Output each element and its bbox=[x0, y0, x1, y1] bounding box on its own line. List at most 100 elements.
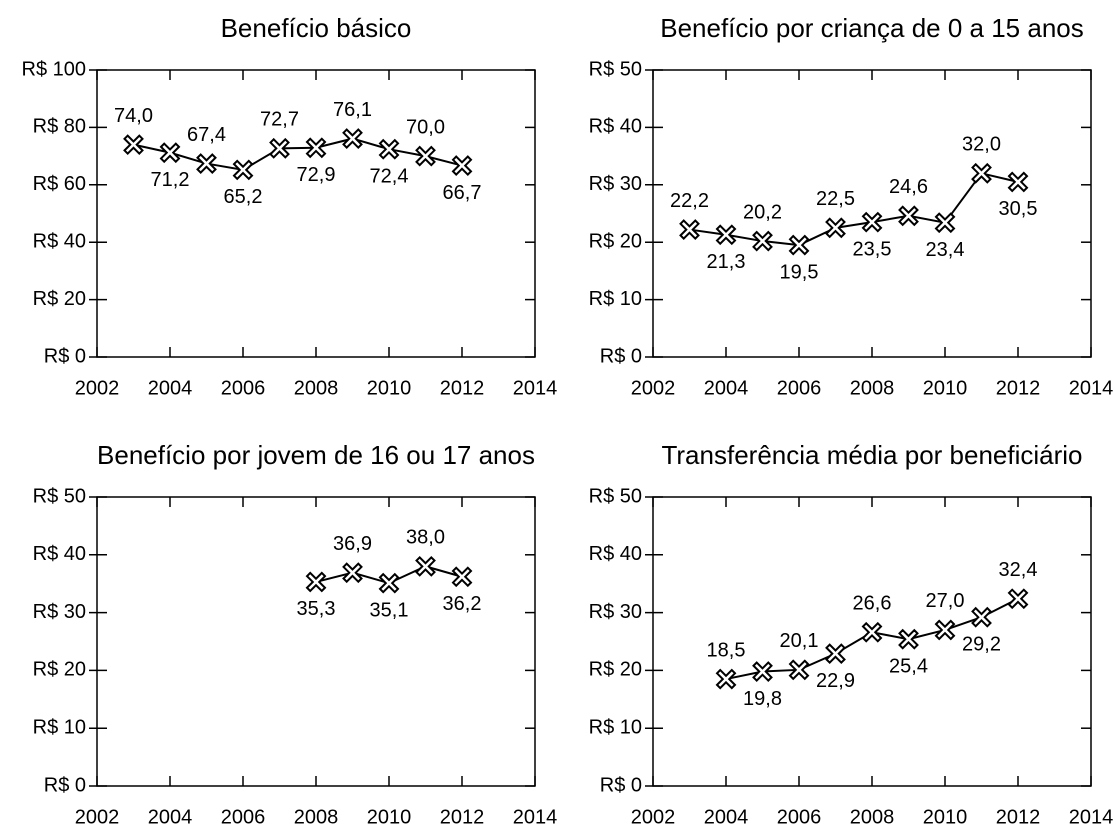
data-label: 18,5 bbox=[707, 639, 746, 661]
data-label: 21,3 bbox=[707, 251, 746, 273]
marker bbox=[305, 571, 327, 593]
marker bbox=[788, 659, 810, 681]
marker bbox=[342, 128, 363, 150]
x-tick-label: 2010 bbox=[367, 377, 412, 399]
marker bbox=[752, 661, 773, 682]
data-label: 35,3 bbox=[297, 598, 336, 620]
y-tick-label: R$ 40 bbox=[589, 116, 642, 138]
x-tick-label: 2010 bbox=[367, 806, 412, 828]
x-tick-label: 2004 bbox=[704, 806, 749, 828]
chart-title: Benefício por jovem de 16 ou 17 anos bbox=[97, 440, 535, 470]
x-tick-label: 2004 bbox=[704, 377, 749, 399]
y-tick-label: R$ 0 bbox=[600, 345, 642, 367]
y-tick-label: R$ 50 bbox=[589, 485, 642, 507]
x-tick-label: 2002 bbox=[75, 377, 120, 399]
data-label: 20,2 bbox=[743, 201, 782, 223]
data-label: 32,4 bbox=[999, 559, 1038, 581]
x-tick-label: 2004 bbox=[148, 806, 193, 828]
x-tick-label: 2012 bbox=[996, 806, 1041, 828]
x-tick-label: 2014 bbox=[513, 806, 558, 828]
marker bbox=[342, 562, 363, 584]
data-label: 24,6 bbox=[889, 176, 928, 198]
x-tick-label: 2002 bbox=[631, 377, 676, 399]
y-tick-label: R$ 20 bbox=[589, 230, 642, 252]
marker bbox=[715, 224, 737, 246]
data-label: 74,0 bbox=[114, 105, 153, 127]
y-tick-label: R$ 0 bbox=[44, 345, 86, 367]
y-tick-label: R$ 10 bbox=[589, 716, 642, 738]
marker bbox=[825, 217, 846, 239]
marker bbox=[232, 159, 254, 181]
y-tick-label: R$ 20 bbox=[33, 288, 86, 310]
x-tick-label: 2006 bbox=[221, 377, 266, 399]
data-label: 38,0 bbox=[406, 527, 445, 549]
x-tick-label: 2008 bbox=[294, 377, 339, 399]
chart-title: Benefício por criança de 0 a 15 anos bbox=[660, 13, 1084, 43]
data-label: 67,4 bbox=[187, 124, 226, 146]
marker bbox=[415, 555, 436, 577]
y-tick-label: R$ 40 bbox=[589, 543, 642, 565]
data-label: 71,2 bbox=[151, 169, 190, 191]
x-tick-label: 2012 bbox=[440, 806, 485, 828]
marker bbox=[934, 212, 956, 234]
x-tick-label: 2014 bbox=[1069, 806, 1114, 828]
marker bbox=[269, 137, 290, 159]
data-label: 23,4 bbox=[926, 239, 965, 261]
y-tick-label: R$ 0 bbox=[44, 774, 86, 796]
data-label: 22,5 bbox=[816, 188, 855, 210]
marker bbox=[861, 621, 883, 643]
data-label: 23,5 bbox=[853, 238, 892, 260]
chart-panel: Benefício por jovem de 16 ou 17 anos 2002… bbox=[33, 440, 558, 828]
data-label: 32,0 bbox=[962, 134, 1001, 156]
data-label: 22,2 bbox=[670, 190, 709, 212]
x-tick-label: 2004 bbox=[148, 377, 193, 399]
data-label: 20,1 bbox=[780, 630, 819, 652]
marker bbox=[971, 162, 992, 184]
data-label: 30,5 bbox=[999, 198, 1038, 220]
data-label: 76,1 bbox=[333, 99, 372, 121]
data-label: 22,9 bbox=[816, 670, 855, 692]
marker bbox=[159, 142, 181, 164]
data-label: 27,0 bbox=[926, 590, 965, 612]
marker bbox=[123, 134, 144, 156]
x-tick-label: 2010 bbox=[923, 377, 968, 399]
y-tick-label: R$ 10 bbox=[33, 716, 86, 738]
marker bbox=[451, 566, 473, 588]
marker bbox=[378, 572, 400, 594]
y-tick-label: R$ 80 bbox=[33, 116, 86, 138]
data-label: 70,0 bbox=[406, 116, 445, 138]
marker bbox=[1007, 171, 1029, 193]
x-tick-label: 2006 bbox=[777, 806, 822, 828]
y-tick-label: R$ 50 bbox=[33, 485, 86, 507]
marker bbox=[415, 145, 436, 167]
data-label: 66,7 bbox=[443, 182, 482, 204]
chart-panel: Transferência média por beneficiário 2002… bbox=[589, 440, 1114, 828]
data-label: 29,2 bbox=[962, 634, 1001, 656]
y-tick-label: R$ 30 bbox=[589, 601, 642, 623]
marker bbox=[752, 230, 773, 252]
line bbox=[689, 172, 1019, 247]
chart-panel: Benefício básico 2002 2004 2006 2008 2010 2012… bbox=[22, 13, 558, 399]
chart-panel: Benefício por criança de 0 a 15 anos 2002… bbox=[589, 13, 1114, 399]
x-tick-label: 2014 bbox=[513, 377, 558, 399]
x-tick-label: 2006 bbox=[777, 377, 822, 399]
data-label: 36,9 bbox=[333, 533, 372, 555]
data-label: 26,6 bbox=[853, 593, 892, 615]
x-tick-label: 2008 bbox=[850, 377, 895, 399]
data-label: 72,9 bbox=[297, 164, 336, 186]
marker bbox=[934, 619, 956, 641]
marker bbox=[715, 668, 737, 690]
y-tick-label: R$ 10 bbox=[589, 288, 642, 310]
x-tick-label: 2002 bbox=[631, 806, 676, 828]
x-tick-label: 2002 bbox=[75, 806, 120, 828]
data-label: 19,8 bbox=[743, 688, 782, 710]
data-label: 72,7 bbox=[260, 109, 299, 131]
plot-frame bbox=[96, 496, 536, 787]
marker bbox=[825, 643, 846, 665]
y-tick-label: R$ 100 bbox=[22, 58, 87, 80]
line bbox=[133, 137, 463, 171]
plot-frame bbox=[96, 69, 536, 358]
y-tick-label: R$ 0 bbox=[600, 774, 642, 796]
marker bbox=[305, 137, 327, 159]
